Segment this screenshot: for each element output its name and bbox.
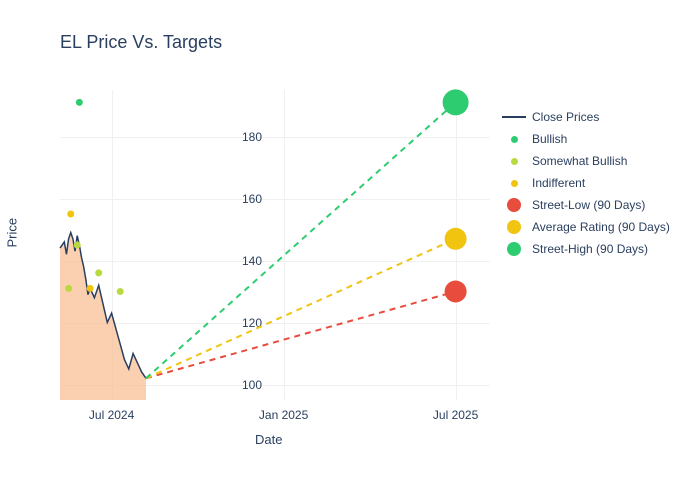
legend-swatch: [500, 158, 528, 165]
scatter-point: [117, 288, 124, 295]
scatter-point: [87, 285, 94, 292]
scatter-point: [95, 269, 102, 276]
scatter-point: [76, 99, 83, 106]
legend: Close Prices Bullish Somewhat Bullish Indif…: [500, 108, 670, 262]
legend-label: Average Rating (90 Days): [532, 220, 670, 234]
target-dot: [445, 281, 467, 303]
scatter-point: [65, 285, 72, 292]
legend-label: Indifferent: [532, 176, 585, 190]
legend-item[interactable]: Street-Low (90 Days): [500, 196, 670, 214]
legend-dot-icon: [511, 158, 518, 165]
legend-label: Somewhat Bullish: [532, 154, 627, 168]
target-line: [146, 292, 456, 379]
legend-line-icon: [502, 116, 526, 118]
legend-label: Street-Low (90 Days): [532, 198, 645, 212]
legend-item[interactable]: Street-High (90 Days): [500, 240, 670, 258]
legend-swatch: [500, 198, 528, 212]
legend-item[interactable]: Somewhat Bullish: [500, 152, 670, 170]
legend-item[interactable]: Bullish: [500, 130, 670, 148]
legend-dot-icon: [507, 220, 521, 234]
legend-label: Close Prices: [532, 110, 599, 124]
legend-swatch: [500, 220, 528, 234]
legend-item[interactable]: Average Rating (90 Days): [500, 218, 670, 236]
legend-label: Bullish: [532, 132, 567, 146]
legend-swatch: [500, 180, 528, 187]
legend-dot-icon: [511, 180, 518, 187]
close-prices-area: [60, 233, 146, 400]
legend-item[interactable]: Close Prices: [500, 108, 670, 126]
legend-item[interactable]: Indifferent: [500, 174, 670, 192]
legend-dot-icon: [507, 242, 521, 256]
legend-swatch: [500, 242, 528, 256]
scatter-point: [74, 242, 81, 249]
target-dot: [443, 89, 469, 115]
target-dot: [445, 228, 467, 250]
legend-swatch: [500, 136, 528, 143]
scatter-point: [67, 211, 74, 218]
target-line: [146, 239, 456, 378]
legend-dot-icon: [507, 198, 521, 212]
legend-dot-icon: [511, 136, 518, 143]
legend-label: Street-High (90 Days): [532, 242, 648, 256]
legend-swatch: [500, 116, 528, 118]
target-line: [146, 102, 456, 378]
